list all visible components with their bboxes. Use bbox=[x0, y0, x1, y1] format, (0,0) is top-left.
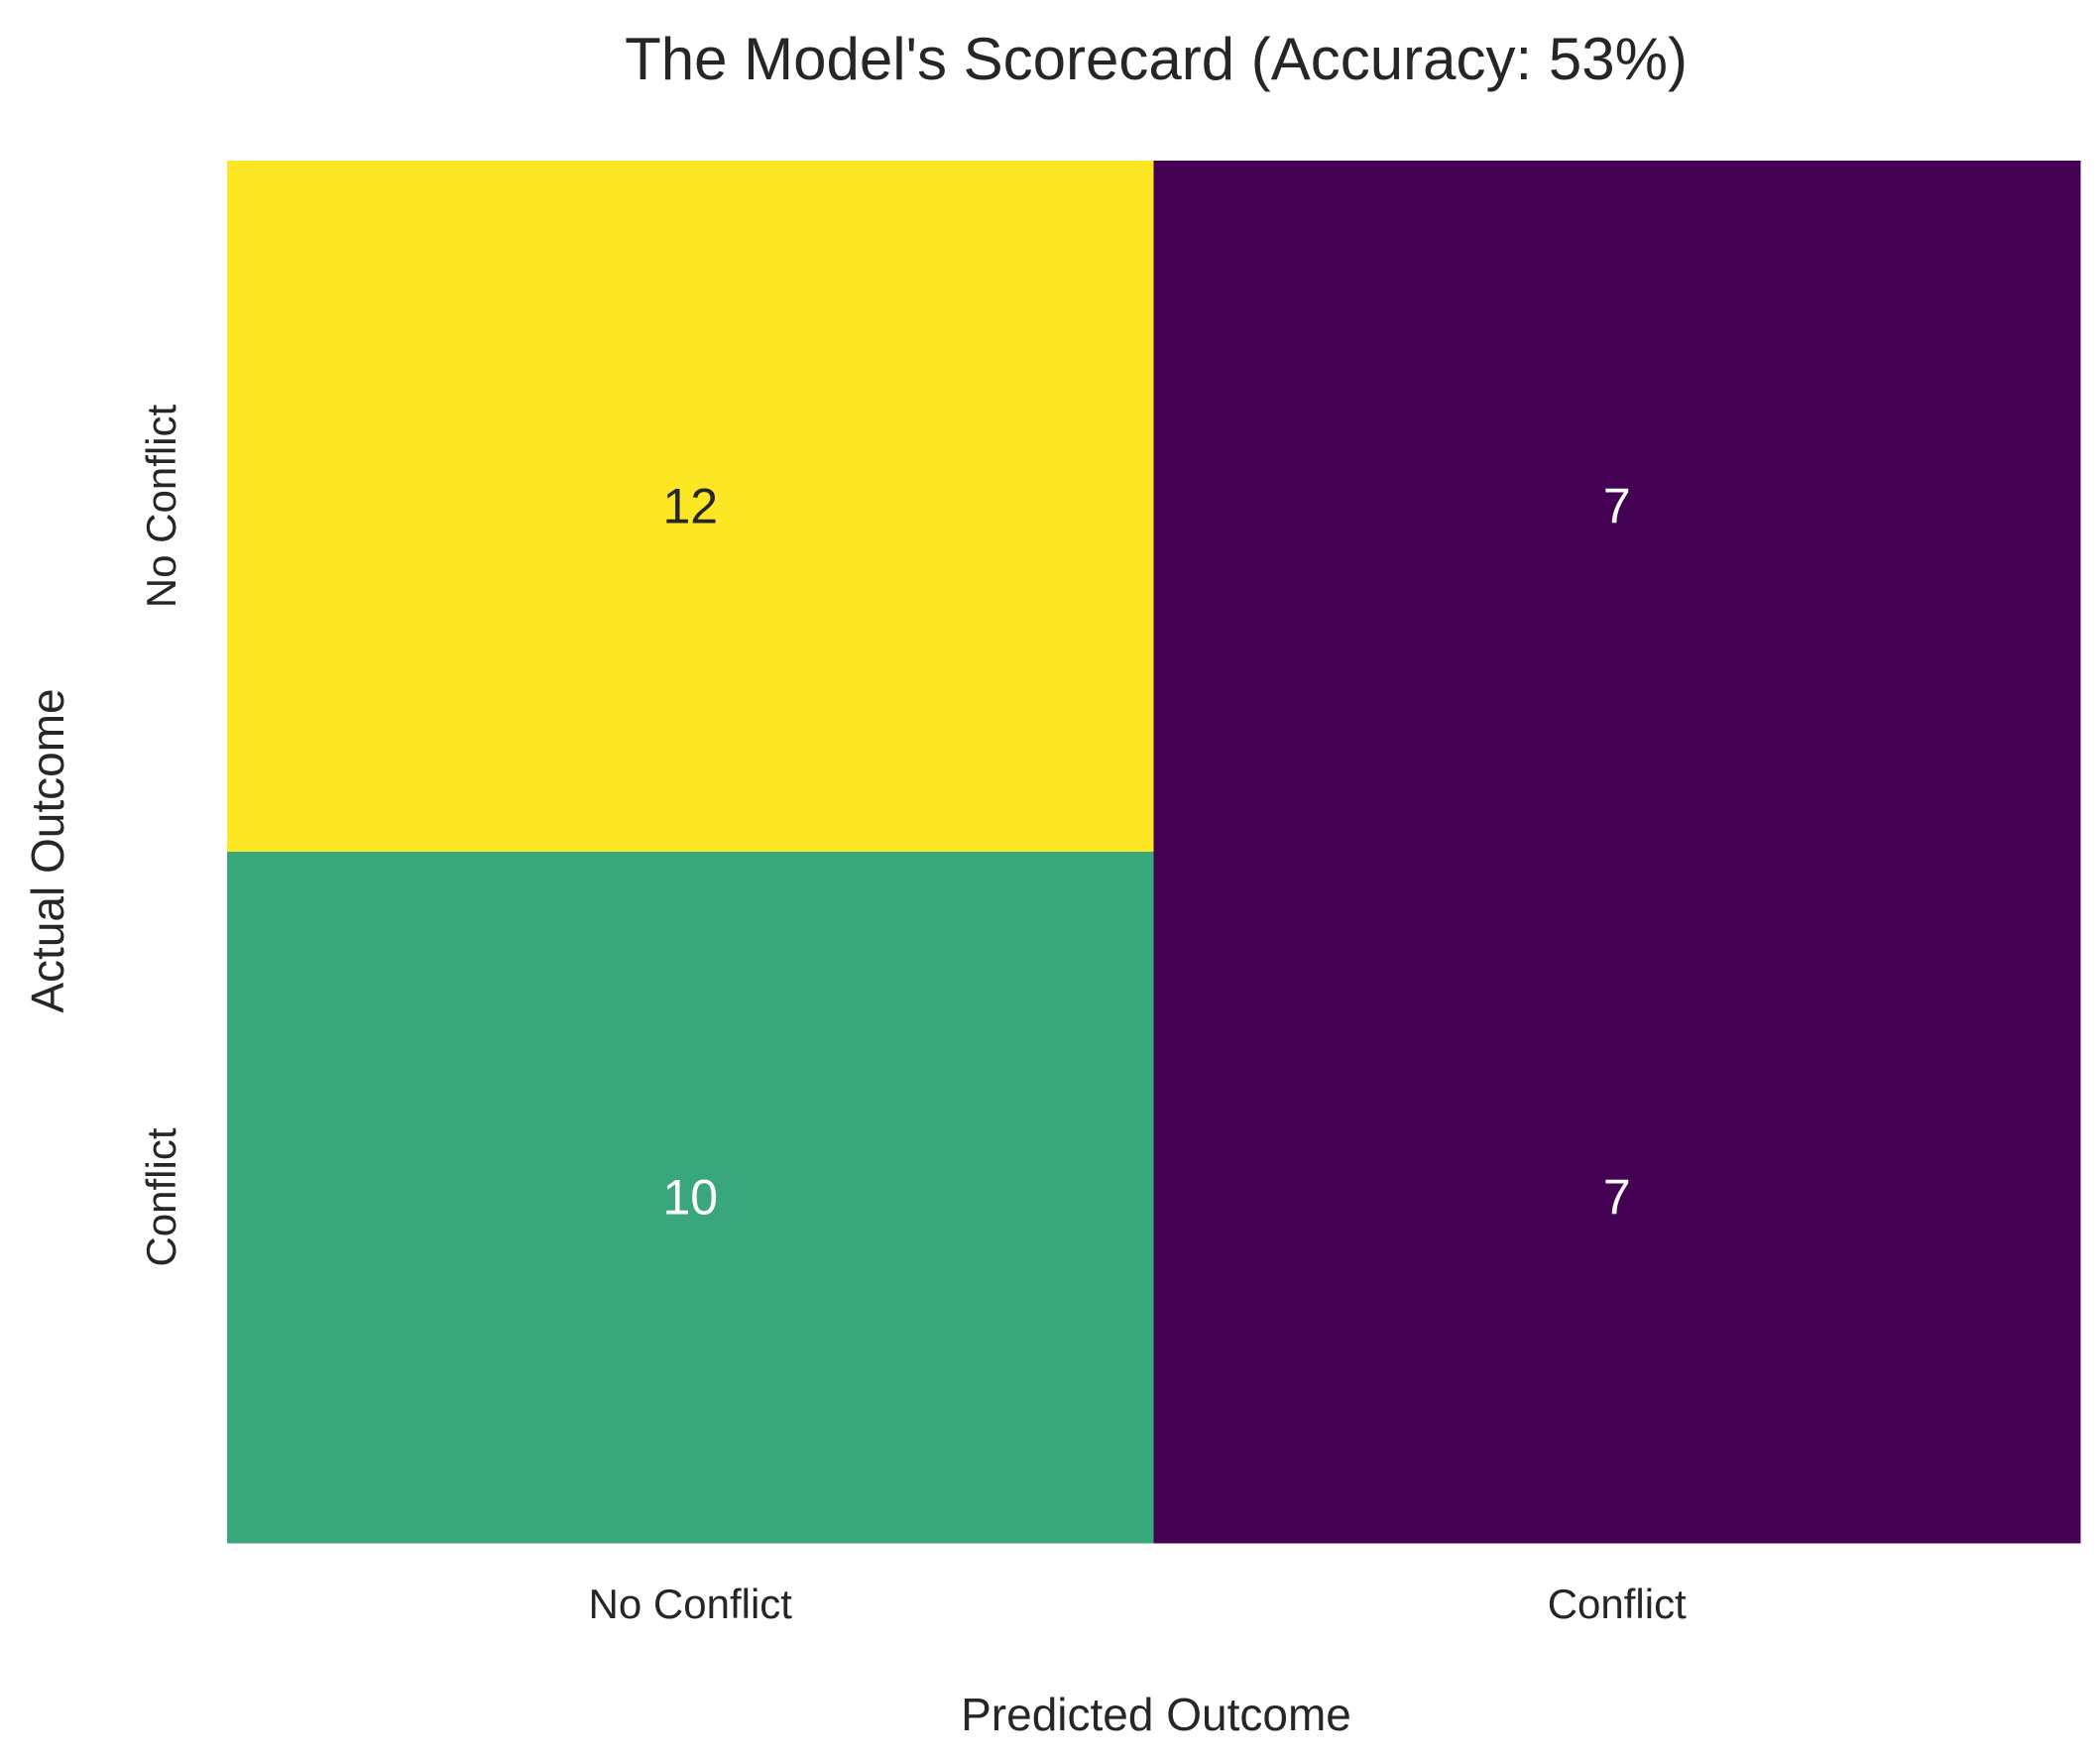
heatmap-cell bbox=[1153, 852, 2081, 1544]
cell-value-label: 7 bbox=[1603, 1170, 1631, 1226]
heatmap-cell bbox=[1153, 161, 2081, 853]
x-tick-label: No Conflict bbox=[589, 1581, 793, 1627]
cell-value-label: 10 bbox=[662, 1170, 718, 1226]
x-tick-labels: No Conflict Conflict bbox=[589, 1581, 1688, 1627]
y-tick-label: Conflict bbox=[138, 1127, 184, 1266]
chart-title: The Model's Scorecard (Accuracy: 53%) bbox=[625, 26, 1688, 92]
heatmap-cell bbox=[227, 161, 1154, 853]
cell-value-label: 7 bbox=[1603, 479, 1631, 534]
cell-value-label: 12 bbox=[662, 479, 718, 534]
y-axis-label: Actual Outcome bbox=[22, 688, 73, 1012]
x-tick-label: Conflict bbox=[1548, 1581, 1687, 1627]
y-tick-label: No Conflict bbox=[138, 404, 184, 608]
y-tick-labels: No Conflict Conflict bbox=[138, 404, 184, 1266]
heatmap-cell bbox=[227, 852, 1154, 1544]
heatmap-cell-labels: 12 7 10 7 bbox=[662, 479, 1630, 1226]
heatmap-cells bbox=[227, 161, 2081, 1544]
x-axis-label: Predicted Outcome bbox=[961, 1689, 1351, 1740]
